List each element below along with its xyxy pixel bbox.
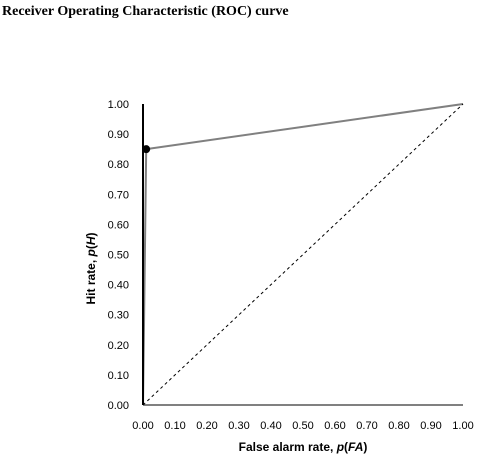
- y-tick-label: 0.70: [108, 189, 129, 201]
- x-tick-label: 0.00: [132, 420, 153, 432]
- x-axis-label: False alarm rate, p(FA): [239, 440, 368, 454]
- y-tick-label: 0.00: [108, 400, 129, 412]
- x-tick-label: 0.90: [420, 420, 441, 432]
- x-tick-label: 0.80: [388, 420, 409, 432]
- x-tick-label: 0.10: [164, 420, 185, 432]
- y-tick-label: 0.40: [108, 280, 129, 292]
- y-tick-label: 0.80: [108, 159, 129, 171]
- plot-area: 0.00 0.10 0.20 0.30 0.40 0.50 0.60 0.70 0.80 0.90…: [84, 99, 474, 454]
- chart-title: Receiver Operating Characteristic (ROC) …: [2, 4, 289, 19]
- y-axis-label: Hit rate, p(H): [84, 232, 98, 304]
- x-tick-label: 0.50: [292, 420, 313, 432]
- x-tick-label: 0.30: [228, 420, 249, 432]
- y-tick-label: 0.90: [108, 129, 129, 141]
- x-tick-label: 0.70: [356, 420, 377, 432]
- x-tick-label: 0.40: [260, 420, 281, 432]
- x-tick-label: 0.60: [324, 420, 345, 432]
- y-tick-label: 1.00: [108, 99, 129, 111]
- y-tick-label: 0.20: [108, 340, 129, 352]
- y-tick-label: 0.50: [108, 250, 129, 262]
- chance-diagonal-line: [142, 103, 464, 406]
- y-tick-label: 0.10: [108, 370, 129, 382]
- y-tick-label: 0.60: [108, 219, 129, 231]
- x-tick-label: 0.20: [196, 420, 217, 432]
- roc-point: [142, 145, 151, 154]
- x-tick-label: 1.00: [452, 420, 473, 432]
- y-tick-label: 0.30: [108, 310, 129, 322]
